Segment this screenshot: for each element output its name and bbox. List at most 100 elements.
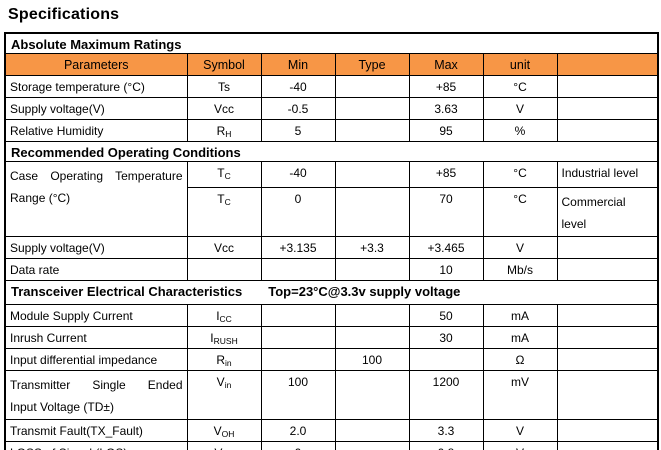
- row-case-temperature-industrial: Case Operating Temperature Range (°C) TC…: [4, 161, 659, 237]
- symbol-base: V: [213, 424, 222, 438]
- note-cell: [556, 258, 659, 281]
- note-cell: Commercial level: [556, 187, 659, 237]
- symbol-cell: Vin: [186, 370, 262, 420]
- row-transmit-fault: Transmit Fault(TX_Fault) VOH 2.0 3.3 V: [4, 419, 659, 442]
- type-cell: [334, 97, 410, 120]
- row-storage-temperature: Storage temperature (°C) Ts -40 +85 °C: [4, 75, 659, 98]
- symbol-cell: [186, 258, 262, 281]
- param-line-2: Range (°C): [10, 191, 71, 205]
- symbol-cell: ICC: [186, 304, 262, 327]
- section-absolute-maximum-ratings: Absolute Maximum Ratings: [4, 32, 659, 54]
- symbol-sub: C: [224, 171, 231, 181]
- param-cell: Storage temperature (°C): [4, 75, 188, 98]
- param-cell: Relative Humidity: [4, 119, 188, 142]
- type-cell: [334, 187, 410, 237]
- min-cell: +3.135: [260, 236, 336, 259]
- max-cell: 3.63: [408, 97, 484, 120]
- min-cell: -40: [260, 161, 336, 188]
- symbol-cell: VOH: [186, 419, 262, 442]
- param-line-2: Input Voltage (TD±): [10, 400, 114, 414]
- type-cell: [334, 419, 410, 442]
- min-cell: [260, 258, 336, 281]
- min-cell: 0: [260, 441, 336, 450]
- max-cell: 30: [408, 326, 484, 349]
- min-cell: [260, 348, 336, 371]
- max-cell: 50: [408, 304, 484, 327]
- symbol-sub: OH: [221, 429, 235, 439]
- param-cell: Input differential impedance: [4, 348, 188, 371]
- param-cell: Module Supply Current: [4, 304, 188, 327]
- unit-cell: %: [482, 119, 558, 142]
- symbol-cell: Ts: [186, 75, 262, 98]
- param-line-1: Case Operating Temperature: [10, 169, 183, 183]
- param-line-1: Transmitter Single Ended: [10, 378, 183, 392]
- type-cell: [334, 441, 410, 450]
- row-supply-voltage-roc: Supply voltage(V) Vcc +3.135 +3.3 +3.465…: [4, 236, 659, 259]
- unit-cell: Ω: [482, 348, 558, 371]
- param-cell: Data rate: [4, 258, 188, 281]
- max-cell: 95: [408, 119, 484, 142]
- unit-cell: mA: [482, 304, 558, 327]
- min-cell: 5: [260, 119, 336, 142]
- unit-cell: V: [482, 419, 558, 442]
- row-supply-voltage-abs: Supply voltage(V) Vcc -0.5 3.63 V: [4, 97, 659, 120]
- max-cell: 3.3: [408, 419, 484, 442]
- type-cell: [334, 326, 410, 349]
- max-cell: 0.8: [408, 441, 484, 450]
- note-cell: [556, 348, 659, 371]
- note-cell: [556, 441, 659, 450]
- symbol-base: V: [216, 375, 225, 389]
- type-cell: [334, 161, 410, 188]
- symbol-sub: H: [225, 129, 232, 139]
- type-cell: 100: [334, 348, 410, 371]
- note-cell: [556, 75, 659, 98]
- param-cell: Supply voltage(V): [4, 97, 188, 120]
- section-title: Transceiver Electrical Characteristics To…: [4, 280, 659, 305]
- section-transceiver-electrical-characteristics: Transceiver Electrical Characteristics To…: [4, 280, 659, 305]
- max-cell: +3.465: [408, 236, 484, 259]
- symbol-cell: TC: [186, 161, 262, 188]
- row-module-supply-current: Module Supply Current ICC 50 mA: [4, 304, 659, 327]
- min-cell: 100: [260, 370, 336, 420]
- col-header-max: Max: [408, 53, 484, 76]
- symbol-sub: in: [224, 380, 232, 390]
- symbol-sub: in: [225, 358, 232, 368]
- section-recommended-operating-conditions: Recommended Operating Conditions: [4, 141, 659, 162]
- unit-cell: mV: [482, 370, 558, 420]
- param-cell: Transmit Fault(TX_Fault): [4, 419, 188, 442]
- row-inrush-current: Inrush Current IRUSH 30 mA: [4, 326, 659, 349]
- param-cell: Transmitter Single Ended Input Voltage (…: [4, 370, 188, 420]
- param-cell: Inrush Current: [4, 326, 188, 349]
- max-cell: 10: [408, 258, 484, 281]
- max-cell: [408, 348, 484, 371]
- row-transmitter-input-voltage: Transmitter Single Ended Input Voltage (…: [4, 370, 659, 420]
- unit-cell: V: [482, 236, 558, 259]
- note-text: Commercial level: [561, 195, 626, 231]
- symbol-base: Ts: [218, 80, 230, 94]
- section-title-text: Transceiver Electrical Characteristics: [11, 284, 243, 299]
- param-cell: Case Operating Temperature Range (°C): [4, 161, 188, 237]
- note-cell: Industrial level: [556, 161, 659, 188]
- type-cell: [334, 370, 410, 420]
- note-cell: [556, 119, 659, 142]
- col-header-parameters: Parameters: [4, 53, 188, 76]
- section-condition-text: Top=23°C@3.3v supply voltage: [268, 284, 461, 299]
- symbol-base: T: [217, 166, 225, 180]
- unit-cell: Mb/s: [482, 258, 558, 281]
- symbol-cell: Vcc: [186, 236, 262, 259]
- param-cell: LOSS of Signal (LOS): [4, 441, 188, 450]
- symbol-base: I: [216, 309, 220, 323]
- specifications-table: Absolute Maximum Ratings Parameters Symb…: [4, 32, 660, 450]
- section-title: Absolute Maximum Ratings: [4, 32, 659, 54]
- note-cell: [556, 304, 659, 327]
- note-cell: [556, 326, 659, 349]
- col-header-type: Type: [334, 53, 410, 76]
- note-cell: [556, 97, 659, 120]
- col-header-note: [556, 53, 659, 76]
- min-cell: -40: [260, 75, 336, 98]
- type-cell: [334, 119, 410, 142]
- row-data-rate: Data rate 10 Mb/s: [4, 258, 659, 281]
- unit-cell: °C: [482, 75, 558, 98]
- unit-cell: °C: [482, 161, 558, 188]
- row-loss-of-signal: LOSS of Signal (LOS) VOL 0 0.8 V: [4, 441, 659, 450]
